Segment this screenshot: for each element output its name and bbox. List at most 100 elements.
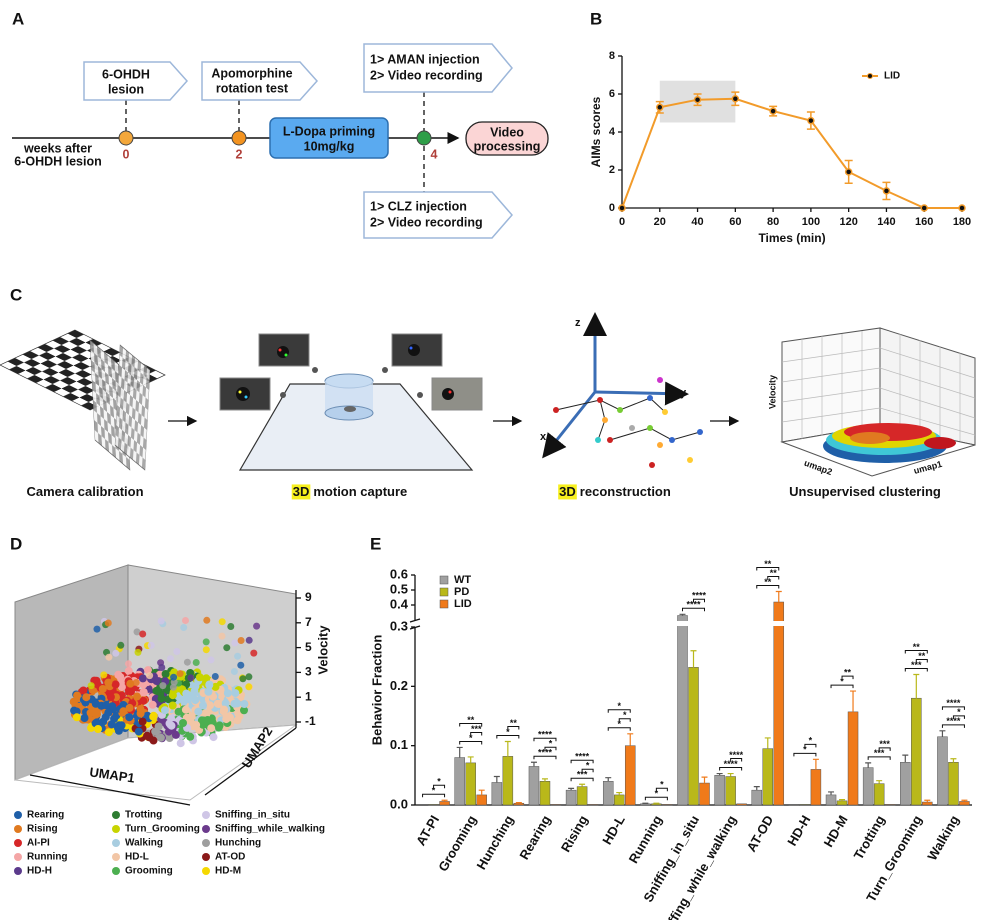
sig-label: *** (577, 770, 588, 780)
z-axis-title: Velocity (315, 625, 330, 675)
legend-label: LID (454, 598, 472, 610)
highlight-text: 3D (559, 484, 576, 499)
error-bar (716, 772, 723, 776)
y-tick-label: 0.4 (390, 596, 409, 611)
reconstruction-illustration (542, 312, 703, 468)
cluster-illustration (780, 327, 976, 477)
cloud-point (119, 707, 128, 716)
error-bar (653, 802, 660, 804)
y-tick-label: 2 (609, 164, 615, 176)
cloud-point (167, 721, 176, 730)
cloud-point (157, 694, 166, 703)
error-bar (456, 746, 463, 758)
callout-text: rotation test (216, 81, 289, 95)
cloud-point (168, 701, 177, 710)
callout-text: 1> AMAN injection (370, 52, 480, 66)
legend-label: Hunching (215, 838, 261, 849)
cloud-point (104, 728, 113, 737)
cloud-point (182, 689, 191, 698)
sig-label: *** (471, 724, 482, 734)
callout (83, 61, 189, 101)
y-tick-label: 0.6 (390, 566, 408, 581)
cloud-point (82, 693, 91, 702)
error-bar (828, 791, 835, 795)
sig-label: * (506, 727, 510, 737)
capture-illustration (219, 333, 483, 471)
sig-bracket (570, 759, 594, 764)
bar (428, 804, 439, 806)
error-bar (530, 761, 537, 767)
processing-box (465, 121, 549, 156)
cloud-point (107, 720, 116, 729)
y-axis-title: AIMs scores (589, 96, 603, 167)
data-point (844, 168, 853, 176)
week-label: 0 (123, 147, 130, 161)
error-bar (541, 778, 548, 782)
cloud-point (148, 700, 157, 709)
sig-label: ** (764, 577, 772, 587)
legend-label: Walking (125, 838, 163, 849)
sig-bracket (915, 658, 928, 663)
sig-label: * (655, 789, 659, 799)
bar (825, 794, 837, 806)
sig-bracket (459, 740, 483, 745)
cloud-point (72, 713, 81, 722)
bar (873, 783, 885, 806)
cloud-point (149, 712, 158, 721)
cloud-point (156, 733, 165, 742)
bar (959, 801, 970, 806)
sig-label: * (957, 707, 961, 717)
bar (602, 781, 614, 806)
sig-bracket (544, 746, 557, 751)
cloud-point (179, 719, 187, 727)
legend-marker (14, 839, 22, 847)
sig-bracket (804, 743, 817, 748)
panel-letter: B (590, 9, 602, 28)
sig-bracket (730, 758, 743, 762)
bar (937, 736, 948, 806)
cloud-point (187, 712, 196, 721)
data-point (882, 187, 891, 195)
cloud-point (213, 699, 222, 708)
sig-label: ** (510, 718, 518, 728)
sig-bracket (570, 777, 594, 782)
legend-marker (202, 867, 210, 875)
bar (911, 697, 922, 806)
error-bar (493, 775, 500, 783)
x-tick-label: 140 (877, 216, 895, 228)
cloud-point (239, 675, 247, 683)
cloud-point (104, 678, 113, 687)
cloud-point (202, 638, 210, 646)
error-bar (764, 737, 771, 749)
error-bar (961, 799, 968, 802)
y-tick-label: 8 (609, 50, 615, 62)
z-tick-label: 7 (305, 615, 312, 629)
cloud-point (206, 701, 214, 710)
legend-label: WT (454, 574, 471, 586)
legend-swatch (439, 587, 449, 597)
cloud-point (112, 649, 120, 657)
sig-label: **** (946, 698, 961, 708)
error-bar (679, 613, 686, 616)
cloud-point (104, 708, 113, 717)
cloud-point (93, 625, 101, 633)
sig-bracket (904, 667, 928, 672)
sig-bracket (756, 567, 780, 571)
sig-bracket (904, 649, 928, 654)
axis-label: 6-OHDH lesion (14, 154, 102, 168)
legend-label: Trotting (125, 810, 162, 821)
sig-label: * (660, 780, 664, 790)
x-axis-title: UMAP1 (89, 764, 136, 785)
bar (799, 804, 811, 806)
sig-bracket (422, 793, 446, 798)
sig-label: * (809, 736, 813, 746)
bar (688, 667, 699, 806)
error-bar (478, 789, 485, 795)
cloud-point (231, 639, 239, 647)
x-tick-label: HD-L (599, 813, 628, 847)
cloud-point (237, 661, 245, 669)
legend-marker (14, 867, 22, 875)
bar (751, 789, 763, 806)
bar (439, 801, 450, 806)
x-tick-label: 100 (802, 216, 820, 228)
